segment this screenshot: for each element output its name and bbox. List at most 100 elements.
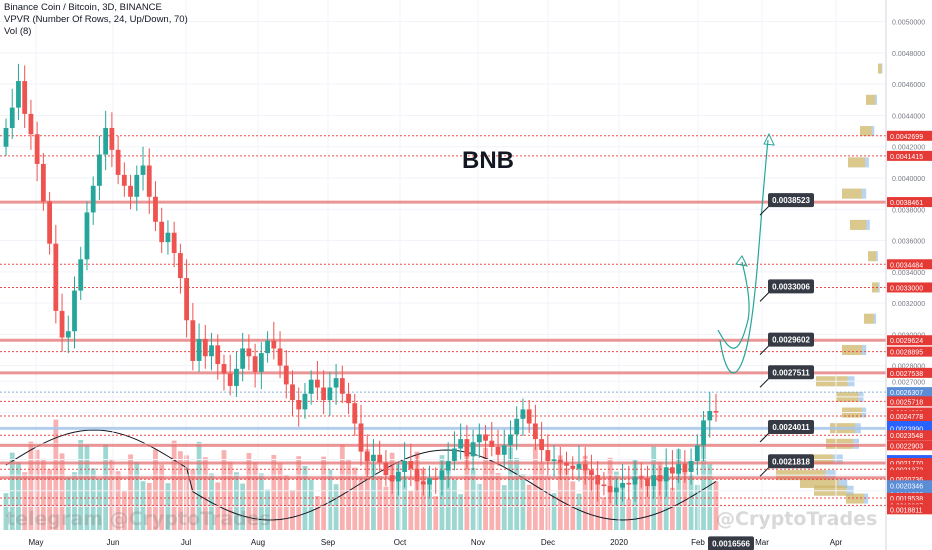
axis-tick-5: 0.0040000 bbox=[892, 176, 925, 183]
vpvr-down-2 bbox=[860, 126, 872, 137]
volume-bar-36 bbox=[227, 461, 233, 530]
time-label-11: Apr bbox=[830, 538, 843, 547]
volume-bar-29 bbox=[184, 455, 190, 530]
price-label-box-24 bbox=[887, 492, 932, 503]
volume-bar-111 bbox=[694, 485, 700, 530]
volume-bar-21 bbox=[134, 461, 140, 530]
candle-body-93 bbox=[582, 464, 588, 471]
volume-bar-103 bbox=[645, 485, 650, 530]
candle-body-24 bbox=[153, 196, 158, 222]
candle-body-3 bbox=[22, 81, 28, 114]
candle-body-109 bbox=[682, 464, 688, 472]
callout-3: 0.0027511 bbox=[759, 365, 814, 388]
volume-bar-44 bbox=[277, 463, 283, 530]
candle-body-64 bbox=[402, 461, 407, 472]
candle-body-53 bbox=[333, 378, 339, 388]
price-label-box-14 bbox=[887, 430, 932, 441]
volume-bar-20 bbox=[128, 454, 133, 530]
candle-body-19 bbox=[121, 174, 127, 186]
time-label-7: Dec bbox=[541, 538, 555, 547]
candle-body-94 bbox=[589, 470, 594, 476]
volume-bar-92 bbox=[576, 493, 582, 530]
volume-bar-1 bbox=[9, 452, 15, 530]
price-label-box-9 bbox=[887, 396, 932, 407]
volume-bar-90 bbox=[564, 468, 569, 530]
volume-bar-64 bbox=[402, 476, 407, 530]
price-label-box-1 bbox=[887, 150, 932, 161]
candle-body-16 bbox=[103, 127, 109, 155]
candle-body-72 bbox=[452, 448, 457, 462]
time-label-6: Nov bbox=[471, 538, 485, 547]
volume-bar-27 bbox=[171, 440, 177, 530]
time-axis: May Jun Jul Aug Sep Oct Nov Dec 2020 Feb Mar Apr bbox=[28, 538, 842, 547]
volume-bar-52 bbox=[327, 469, 333, 530]
vpvr-down-1 bbox=[866, 94, 875, 105]
vpvr-down-19 bbox=[846, 493, 864, 504]
candle-body-21 bbox=[134, 174, 140, 197]
callout-text-5: 0.0021818 bbox=[772, 457, 810, 466]
projection-path-1 bbox=[717, 261, 750, 349]
price-label-1: 0.0041415 bbox=[890, 154, 923, 161]
candle-body-76 bbox=[476, 434, 482, 443]
candle-body-51 bbox=[321, 387, 327, 401]
level-lines bbox=[0, 135, 886, 506]
candle-body-88 bbox=[551, 459, 557, 462]
volume-bar-13 bbox=[84, 445, 90, 530]
price-label-14: 0.0023548 bbox=[890, 433, 923, 440]
price-label-box-5 bbox=[887, 335, 932, 346]
volume-bar-73 bbox=[458, 494, 464, 530]
projection-arrow-1 bbox=[735, 255, 748, 267]
candle-body-18 bbox=[115, 149, 121, 175]
time-label-0: May bbox=[28, 538, 43, 547]
candle-body-11 bbox=[72, 290, 77, 332]
volume-bar-108 bbox=[676, 449, 682, 530]
candle-body-79 bbox=[495, 446, 501, 455]
volume-bar-80 bbox=[501, 485, 507, 530]
candle-body-92 bbox=[576, 464, 582, 469]
volume-bar-9 bbox=[59, 453, 65, 530]
candle-body-60 bbox=[377, 454, 383, 463]
volume-bar-102 bbox=[638, 475, 644, 530]
projection-path bbox=[717, 132, 775, 374]
candle-body-10 bbox=[65, 331, 71, 338]
candle-body-74 bbox=[464, 439, 470, 457]
volume-bar-100 bbox=[626, 499, 632, 530]
candle-body-61 bbox=[383, 462, 389, 476]
candle-body-2 bbox=[16, 81, 21, 108]
axis-tick-8: 0.0034000 bbox=[892, 270, 925, 277]
volume-bar-31 bbox=[196, 441, 202, 530]
callout-box-6 bbox=[708, 536, 754, 550]
price-label-3: 0.0034484 bbox=[890, 262, 923, 269]
volume-bar-37 bbox=[234, 472, 239, 530]
candle-body-47 bbox=[296, 400, 302, 410]
candle-body-70 bbox=[439, 470, 445, 480]
projection-arrow-2 bbox=[763, 132, 775, 146]
candle-body-62 bbox=[389, 475, 395, 482]
candle-body-56 bbox=[352, 403, 358, 424]
volume-bar-88 bbox=[551, 493, 557, 530]
watermark-left: telegram @CryptoTrades bbox=[6, 508, 271, 530]
price-label-4: 0.0033000 bbox=[890, 285, 923, 292]
price-label-22: 0.0020346 bbox=[890, 483, 923, 490]
callout-text-6: 0.0016566 bbox=[712, 539, 750, 548]
price-label-box-6 bbox=[887, 346, 932, 357]
volume-bar-74 bbox=[464, 453, 470, 530]
callout-box-2 bbox=[768, 332, 814, 347]
volume-bar-25 bbox=[159, 464, 165, 530]
callout-leader-0 bbox=[759, 204, 771, 216]
axis-tick-6: 0.0038000 bbox=[892, 207, 925, 214]
candle-body-34 bbox=[215, 345, 221, 365]
price-axis: 0.0050000 0.0048000 0.0046000 0.0044000 0.00… bbox=[885, 0, 932, 550]
volume-bar-30 bbox=[190, 469, 196, 530]
candle-body-33 bbox=[209, 345, 214, 357]
volume-bar-110 bbox=[688, 474, 694, 530]
axis-tick-1: 0.0048000 bbox=[892, 51, 925, 58]
callout-box-1 bbox=[768, 279, 814, 294]
candle-body-83 bbox=[520, 409, 526, 419]
candle-body-59 bbox=[371, 454, 376, 462]
candle-body-52 bbox=[327, 387, 333, 401]
candle-body-110 bbox=[688, 461, 694, 472]
volume-bar-99 bbox=[620, 484, 625, 530]
candle-body-104 bbox=[651, 475, 657, 487]
